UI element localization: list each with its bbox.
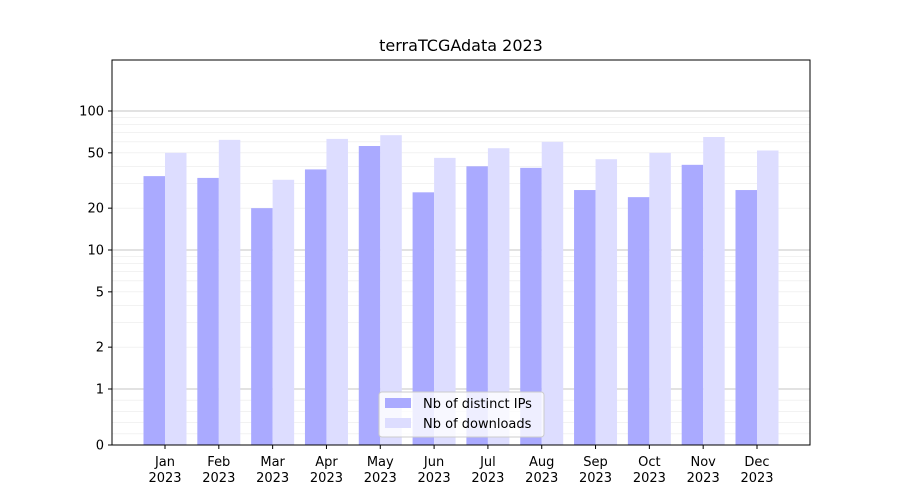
bar-downloads-sep <box>595 159 618 445</box>
bar-distinct-ips-may <box>358 146 381 445</box>
x-tick-label-month: Sep <box>583 455 608 470</box>
bar-downloads-jan <box>165 152 187 445</box>
y-tick-label: 50 <box>87 146 104 161</box>
bar-distinct-ips-feb <box>197 177 219 445</box>
bar-downloads-apr <box>326 138 348 445</box>
x-tick-label-month: Aug <box>529 455 554 470</box>
bars-layer <box>143 135 779 446</box>
x-tick-label-month: May <box>367 455 394 470</box>
bar-distinct-ips-apr <box>304 169 327 445</box>
x-tick-label-year: 2023 <box>525 471 558 486</box>
chart-title: terraTCGAdata 2023 <box>379 36 543 55</box>
bar-downloads-feb <box>218 139 241 446</box>
x-tick-label-year: 2023 <box>740 471 773 486</box>
x-tick-label-year: 2023 <box>633 471 666 486</box>
bar-distinct-ips-jun <box>412 192 435 445</box>
x-tick-label-month: Mar <box>260 455 285 470</box>
plot-frame <box>111 59 811 446</box>
x-tick-label-year: 2023 <box>256 471 289 486</box>
bar-downloads-dec <box>757 150 779 446</box>
x-tick-label-month: Nov <box>690 455 716 470</box>
bar-downloads-jul <box>487 148 510 445</box>
x-tick-label-year: 2023 <box>148 471 181 486</box>
x-tick-label-year: 2023 <box>310 471 343 486</box>
bar-downloads-aug <box>541 141 564 445</box>
y-tick-label: 5 <box>96 285 104 300</box>
x-tick-label-month: Apr <box>315 455 338 470</box>
bar-distinct-ips-mar <box>251 208 273 445</box>
bar-distinct-ips-aug <box>520 167 542 445</box>
bar-distinct-ips-oct <box>627 197 650 445</box>
x-tick-label-year: 2023 <box>418 471 451 486</box>
bar-downloads-oct <box>649 152 671 445</box>
y-tick-label: 2 <box>96 341 104 356</box>
x-tick-label-year: 2023 <box>579 471 612 486</box>
x-tick-label-month: Jan <box>154 455 175 470</box>
bar-distinct-ips-sep <box>574 190 596 445</box>
bar-downloads-mar <box>272 179 295 445</box>
legend-swatch <box>385 418 411 428</box>
bar-downloads-may <box>380 135 402 445</box>
y-tick-label: 20 <box>87 202 104 217</box>
bar-distinct-ips-jul <box>466 166 488 445</box>
x-tick-label-month: Jun <box>423 455 444 470</box>
y-tick-label: 100 <box>79 105 104 120</box>
bar-distinct-ips-nov <box>681 164 704 445</box>
x-tick-label-year: 2023 <box>364 471 397 486</box>
x-tick-label-month: Feb <box>207 455 230 470</box>
legend-label: Nb of distinct IPs <box>423 397 532 412</box>
y-tick-label: 10 <box>87 244 104 259</box>
bar-distinct-ips-jan <box>143 176 165 445</box>
legend-label: Nb of downloads <box>423 417 532 432</box>
x-tick-label-month: Dec <box>744 455 769 470</box>
x-tick-label-month: Jul <box>479 455 496 470</box>
x-tick-label-year: 2023 <box>687 471 720 486</box>
bar-downloads-jun <box>434 157 456 446</box>
x-tick-label-year: 2023 <box>471 471 504 486</box>
y-tick-label: 0 <box>96 439 104 454</box>
axis-layer: 0125102050100Jan2023Feb2023Mar2023Apr202… <box>79 105 773 487</box>
legend-swatch <box>385 398 411 408</box>
legend-box <box>378 391 545 438</box>
x-tick-label-month: Oct <box>638 455 660 470</box>
bar-distinct-ips-dec <box>735 190 757 445</box>
x-tick-label-year: 2023 <box>202 471 235 486</box>
y-tick-label: 1 <box>96 383 104 398</box>
bar-downloads-nov <box>703 137 725 445</box>
legend: Nb of distinct IPs Nb of downloads <box>378 391 545 438</box>
